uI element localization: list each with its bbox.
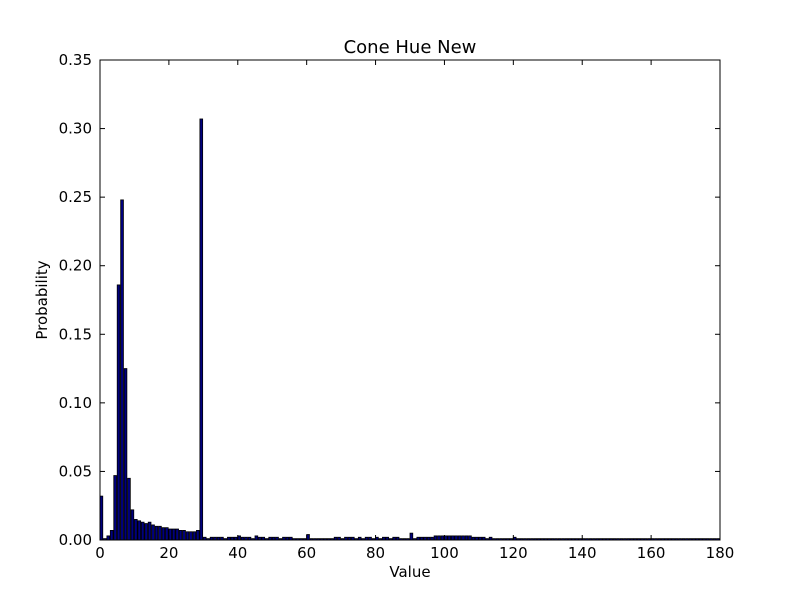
x-tick-label: 120 xyxy=(499,544,528,562)
bar xyxy=(109,530,114,541)
y-tick-label: 0.10 xyxy=(59,394,92,412)
x-tick-label: 140 xyxy=(568,544,597,562)
plot-frame xyxy=(99,59,721,541)
x-axis-label: Value xyxy=(389,563,430,581)
bar xyxy=(447,535,452,541)
y-tick-label: 0.05 xyxy=(59,462,92,480)
y-tick-label: 0.25 xyxy=(59,188,92,206)
bar xyxy=(409,532,414,541)
y-tick-label: 0.20 xyxy=(59,257,92,275)
bar xyxy=(147,521,152,541)
bar xyxy=(189,531,193,541)
bar xyxy=(461,535,465,541)
bar xyxy=(182,530,186,541)
bar xyxy=(154,525,159,541)
bar xyxy=(185,531,190,541)
y-tick-label: 0.35 xyxy=(59,51,92,69)
bar xyxy=(140,521,145,541)
bar xyxy=(123,368,128,541)
x-tick-label: 80 xyxy=(366,544,385,562)
bar xyxy=(433,535,438,541)
bar xyxy=(158,525,162,541)
x-tick-label: 0 xyxy=(95,544,105,562)
y-axis-label: Probability xyxy=(33,260,51,339)
y-axis-ticks: 0.00 0.05 0.10 0.15 0.20 0.25 0.30 0.35 xyxy=(59,51,720,549)
bar xyxy=(468,535,472,541)
bar xyxy=(116,284,121,541)
bar xyxy=(199,118,204,541)
x-tick-label: 20 xyxy=(159,544,178,562)
bar xyxy=(113,475,117,541)
bar xyxy=(175,528,179,541)
y-tick-label: 0.00 xyxy=(59,531,92,549)
x-tick-label: 40 xyxy=(228,544,247,562)
y-tick-label: 0.15 xyxy=(59,325,92,343)
bar xyxy=(464,535,469,541)
bar xyxy=(130,509,135,541)
bar xyxy=(165,527,169,541)
x-tick-label: 180 xyxy=(706,544,735,562)
x-axis-ticks: 0 20 40 60 80 100 120 140 160 180 xyxy=(95,60,734,562)
bar xyxy=(192,531,197,541)
bar xyxy=(437,535,441,541)
bar xyxy=(178,530,183,541)
bar xyxy=(457,535,462,541)
chart-title: Cone Hue New xyxy=(344,37,477,58)
bar xyxy=(137,520,142,541)
bar xyxy=(106,535,111,541)
bar xyxy=(454,535,458,541)
plot-area xyxy=(100,60,720,540)
x-tick-label: 60 xyxy=(297,544,316,562)
bar xyxy=(440,535,445,541)
bar xyxy=(171,528,176,541)
bar xyxy=(450,535,455,541)
bar xyxy=(196,530,200,541)
x-tick-label: 100 xyxy=(430,544,459,562)
bar xyxy=(127,477,131,541)
bar xyxy=(120,199,124,541)
bar xyxy=(254,535,259,541)
bar xyxy=(134,519,138,541)
bar xyxy=(144,523,148,541)
bar xyxy=(161,527,166,541)
bar xyxy=(151,524,155,541)
y-tick-label: 0.30 xyxy=(59,120,92,138)
x-tick-label: 160 xyxy=(637,544,666,562)
